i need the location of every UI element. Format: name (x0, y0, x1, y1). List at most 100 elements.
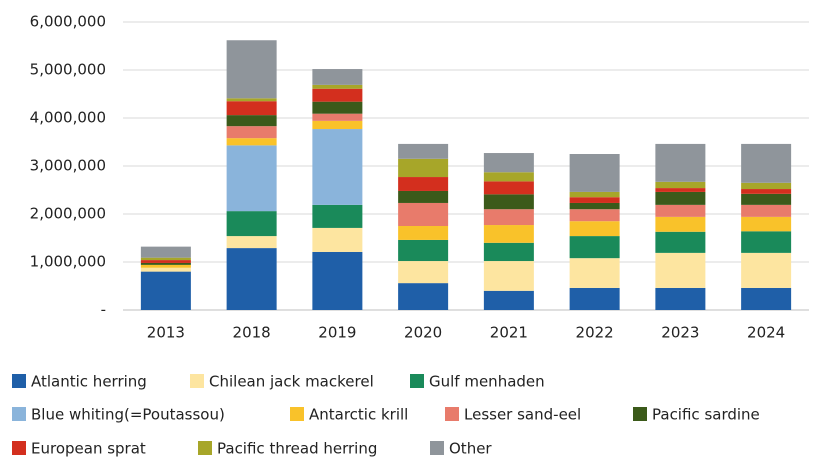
bar-segment (398, 283, 449, 310)
bar-segment (483, 242, 534, 262)
bar-segment (312, 101, 363, 114)
bar-segment (483, 261, 534, 291)
bar-segment (741, 216, 792, 232)
legend-swatch (290, 407, 304, 421)
legend-swatch (430, 441, 444, 455)
legend-swatch (633, 407, 647, 421)
bar-segment (655, 191, 706, 205)
bar-segment (741, 189, 792, 194)
bar-segment (569, 202, 620, 210)
legend-swatch (198, 441, 212, 455)
legend-swatch (445, 407, 459, 421)
y-tick-label: 3,000,000 (30, 157, 106, 175)
bar-segment (312, 84, 363, 89)
bar-segment (655, 204, 706, 217)
bar-segment (483, 209, 534, 226)
bar-segment (226, 211, 277, 237)
bar-segment (655, 181, 706, 189)
bar-segment (398, 143, 449, 159)
bar-segment (140, 271, 191, 310)
bar-segment (312, 69, 363, 85)
bar-segment (398, 202, 449, 226)
legend-label: Gulf menhaden (429, 373, 545, 391)
bar-segment (312, 204, 363, 228)
bar-segment (140, 246, 191, 258)
bar-segment (569, 191, 620, 198)
bar-segment (398, 177, 449, 191)
y-tick-label: 4,000,000 (30, 109, 106, 127)
x-tick-label: 2019 (318, 324, 356, 342)
y-tick-label: 6,000,000 (30, 13, 106, 31)
bar-segment (312, 113, 363, 121)
y-tick-label: 5,000,000 (30, 61, 106, 79)
bar-segment (140, 257, 191, 261)
bar-segment (741, 287, 792, 310)
legend-swatch (190, 374, 204, 388)
legend-label: Lesser sand-eel (464, 406, 581, 424)
legend-label: Pacific sardine (652, 406, 760, 424)
bar-segment (226, 98, 277, 102)
bar-segment (741, 204, 792, 217)
bar-segment (741, 143, 792, 183)
bar-segment (226, 145, 277, 212)
bar-segment (398, 158, 449, 178)
bar-segment (655, 143, 706, 182)
bar-segment (655, 188, 706, 192)
x-tick-label: 2020 (404, 324, 442, 342)
legend-swatch (12, 407, 26, 421)
legend-label: Antarctic krill (309, 406, 408, 424)
y-tick-label: 1,000,000 (30, 253, 106, 271)
bar-segment (226, 248, 277, 310)
x-tick-label: 2018 (233, 324, 271, 342)
bar-segment (483, 225, 534, 243)
legend-label: Chilean jack mackerel (209, 373, 374, 391)
bar-segment (569, 197, 620, 203)
bar-segment (483, 181, 534, 195)
bar-segment (483, 290, 534, 310)
bar-segment (569, 236, 620, 259)
x-tick-label: 2021 (490, 324, 528, 342)
bar-segment (741, 182, 792, 190)
bar-segment (312, 227, 363, 252)
bar-segment (140, 260, 191, 263)
bar-segment (483, 194, 534, 210)
bar-segment (312, 129, 363, 205)
bar-segment (483, 153, 534, 173)
bar-segment (741, 193, 792, 205)
x-tick-label: 2022 (576, 324, 614, 342)
legend-swatch (410, 374, 424, 388)
x-tick-label: 2013 (147, 324, 185, 342)
bar-segment (226, 40, 277, 99)
bar-segment (312, 251, 363, 310)
legend-swatch (12, 441, 26, 455)
x-tick-label: 2024 (747, 324, 785, 342)
bar-segment (569, 287, 620, 310)
bar-segment (226, 115, 277, 127)
y-tick-label: 2,000,000 (30, 205, 106, 223)
bar-segment (398, 226, 449, 240)
bar-segment (312, 120, 363, 130)
bar-segment (655, 231, 706, 253)
bar-segment (226, 101, 277, 116)
bar-segment (398, 239, 449, 262)
bar-segment (226, 126, 277, 139)
bar-segment (140, 267, 191, 272)
y-tick-label: - (101, 301, 106, 319)
bar-segment (741, 252, 792, 288)
bar-segment (655, 252, 706, 288)
bar-segment (655, 216, 706, 232)
bar-segment (655, 287, 706, 310)
legend-label: Pacific thread herring (217, 440, 377, 458)
bar-segment (483, 172, 534, 182)
legend-label: Blue whiting(=Poutassou) (31, 406, 225, 424)
legend-label: Other (449, 440, 492, 458)
bar-segment (569, 154, 620, 192)
bar-segment (398, 261, 449, 284)
bar-segment (398, 190, 449, 203)
bar-segment (569, 258, 620, 288)
bar-segment (140, 262, 191, 265)
bar-segment (226, 236, 277, 249)
bar-segment (569, 209, 620, 222)
bar-segment (312, 88, 363, 102)
